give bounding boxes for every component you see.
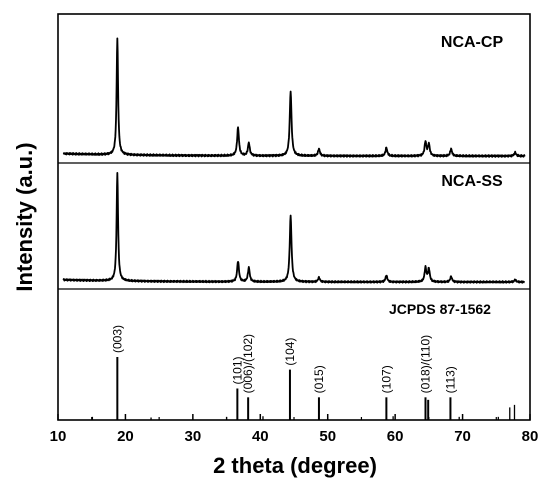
x-tick-label: 60 [387,428,404,445]
panel-label-nca-ss: NCA-SS [441,173,503,190]
x-tick-label: 40 [252,428,269,445]
hkl-label: (003) [110,325,124,353]
reference-hkl-labels: (003) (101)(006)/(102) (104) (015) (107) (018… [110,325,457,393]
hkl-label: (018)/(110) [418,335,432,393]
hkl-label: (101) [230,356,244,384]
hkl-label: (113) [443,366,457,393]
series-line-nca-ss [62,171,526,284]
x-axis-title: 2 theta (degree) [213,453,377,478]
hkl-label: (107) [379,365,393,393]
x-tick-label: 10 [50,428,67,445]
hkl-label: (006)/(102) [241,334,255,393]
x-tick-label: 20 [117,428,134,445]
hkl-label: (015) [312,365,326,393]
x-tick-label: 30 [185,428,202,445]
reference-label: JCPDS 87-1562 [389,301,491,317]
x-tick-label: 80 [522,428,539,445]
series-line-nca-cp [62,37,526,158]
hkl-label: (104) [283,338,297,366]
reference-lines [91,357,516,420]
x-axis-ticks: 10 20 30 40 50 60 70 80 [50,414,539,445]
x-tick-label: 50 [319,428,336,445]
y-axis-title: Intensity (a.u.) [12,142,37,291]
panel-label-nca-cp: NCA-CP [441,34,504,51]
x-tick-label: 70 [454,428,471,445]
